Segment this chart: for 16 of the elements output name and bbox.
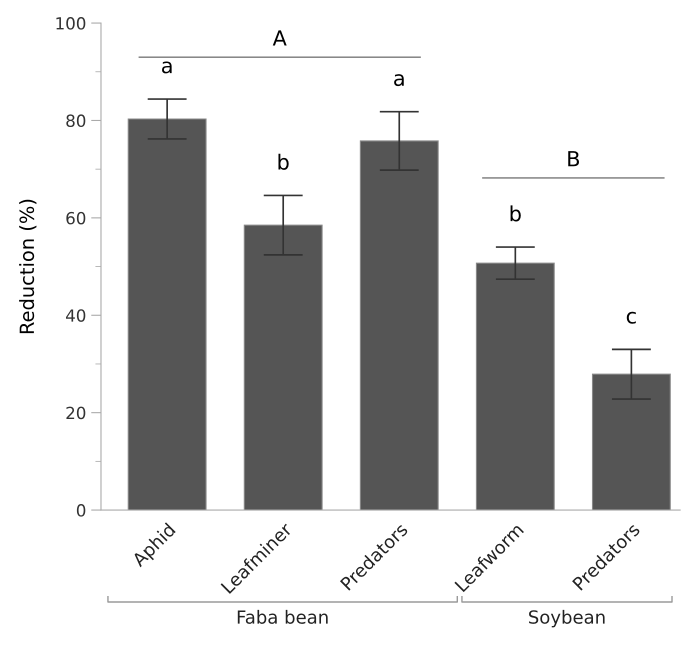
y-tick-label: 40	[66, 309, 86, 322]
annotation: A	[272, 30, 287, 46]
text: Faba bean	[238, 610, 328, 624]
annotation: B	[568, 151, 580, 166]
annotation: a	[394, 74, 404, 86]
text: Soybean	[529, 610, 605, 628]
y-tick-label: 0	[76, 504, 86, 517]
annotation: b	[278, 154, 289, 170]
y-tick-label: 100	[56, 17, 86, 30]
y-axis-title: Reduction (%)	[19, 200, 36, 334]
y-tick-label: 20	[66, 406, 86, 420]
annotation: c	[626, 312, 636, 324]
y-tick-label: 80	[66, 114, 86, 128]
y-tick-label: 60	[66, 212, 86, 224]
annotation: b	[510, 205, 521, 222]
annotation: a	[162, 61, 172, 74]
